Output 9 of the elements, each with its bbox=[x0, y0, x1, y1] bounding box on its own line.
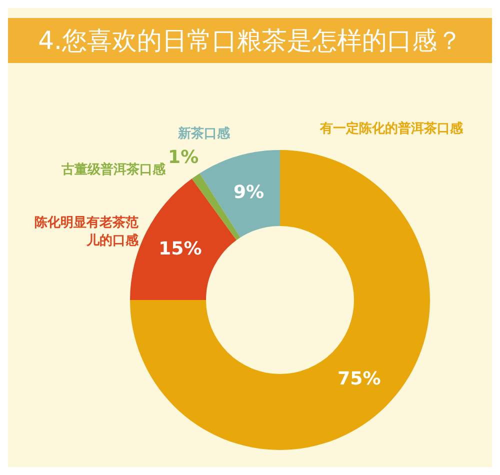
data-label: 75% bbox=[338, 368, 381, 390]
data-label: 15% bbox=[158, 238, 202, 260]
slice-label: 有一定陈化的普洱茶口感 bbox=[319, 120, 464, 136]
slice-label: 新茶口感 bbox=[177, 125, 232, 142]
data-label: 9% bbox=[233, 182, 264, 203]
chart-title: 4.您喜欢的日常口粮茶是怎样的口感？ bbox=[38, 26, 462, 55]
slice-label: 陈化明显有老茶范儿的口感 bbox=[34, 214, 140, 248]
slice-label: 古董级普洱茶口感 bbox=[60, 161, 167, 178]
data-label: 1% bbox=[168, 147, 199, 168]
